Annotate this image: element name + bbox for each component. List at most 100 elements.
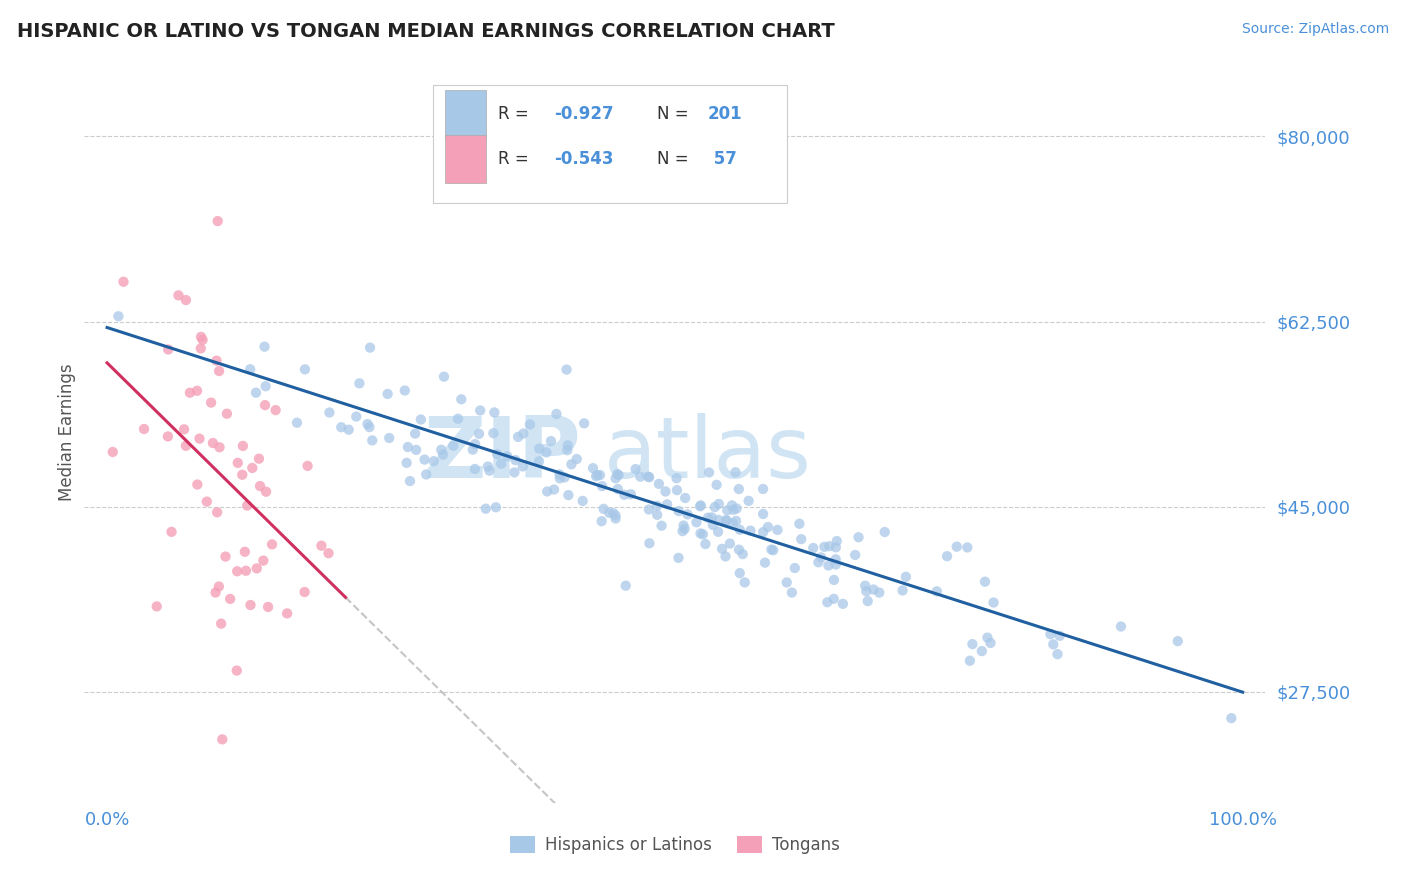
Text: 57: 57 [709, 150, 737, 168]
Point [945, 540, 967, 554]
Point [349, 376, 371, 391]
Point [737, 493, 759, 508]
Point [628, 469, 651, 483]
Point [651, 518, 673, 533]
Point [673, 522, 696, 536]
Point [200, 395, 222, 409]
Point [413, 452, 436, 467]
Point [832, 597, 855, 611]
Text: N =: N = [657, 150, 695, 168]
Point [721, 516, 744, 531]
Point [648, 476, 671, 491]
Point [718, 536, 741, 550]
Point [404, 426, 426, 441]
Point [605, 471, 627, 485]
Point [810, 550, 832, 565]
Point [231, 467, 253, 482]
Text: Source: ZipAtlas.com: Source: ZipAtlas.com [1241, 22, 1389, 37]
Point [668, 504, 690, 518]
Point [862, 582, 884, 597]
Point [246, 561, 269, 575]
Point [506, 430, 529, 444]
Point [815, 595, 838, 609]
Point [754, 556, 776, 570]
Point [725, 501, 748, 516]
Point [186, 477, 208, 491]
Point [461, 442, 484, 457]
Point [813, 540, 835, 554]
Point [654, 484, 676, 499]
FancyBboxPatch shape [444, 135, 486, 183]
Point [925, 584, 948, 599]
Point [433, 369, 456, 384]
Point [724, 465, 747, 479]
Point [232, 439, 254, 453]
Point [817, 558, 839, 573]
Point [936, 549, 959, 564]
Point [205, 353, 228, 368]
Point [536, 445, 558, 459]
Point [824, 552, 846, 566]
Point [157, 343, 180, 357]
Point [856, 594, 879, 608]
Point [132, 422, 155, 436]
Point [486, 447, 509, 461]
Point [727, 482, 749, 496]
Point [264, 403, 287, 417]
Point [294, 362, 316, 376]
Point [318, 546, 340, 560]
Point [557, 438, 579, 452]
Point [190, 330, 212, 344]
Point [700, 510, 723, 524]
Point [673, 491, 696, 505]
Point [201, 436, 224, 450]
Point [974, 574, 997, 589]
Point [478, 464, 501, 478]
Point [399, 474, 422, 488]
Text: -0.927: -0.927 [554, 105, 614, 123]
Point [503, 466, 526, 480]
Point [731, 547, 754, 561]
Point [692, 527, 714, 541]
Point [614, 579, 637, 593]
Point [337, 423, 360, 437]
Point [557, 443, 579, 458]
Point [605, 508, 627, 523]
Point [655, 497, 678, 511]
Point [789, 516, 811, 531]
Point [470, 403, 492, 417]
Point [728, 523, 751, 537]
Point [477, 459, 499, 474]
Point [605, 511, 627, 525]
Point [540, 434, 562, 448]
Point [1046, 647, 1069, 661]
Point [276, 607, 298, 621]
Point [101, 445, 124, 459]
Point [689, 526, 711, 541]
Point [1167, 634, 1189, 648]
Point [585, 469, 607, 483]
Point [239, 598, 262, 612]
Point [761, 542, 783, 557]
Point [598, 506, 620, 520]
Point [645, 508, 668, 522]
Point [716, 513, 738, 527]
FancyBboxPatch shape [444, 90, 486, 138]
Point [591, 514, 613, 528]
Point [703, 500, 725, 514]
Point [868, 585, 890, 599]
Point [377, 387, 399, 401]
Point [728, 566, 751, 581]
Point [464, 462, 486, 476]
Point [253, 340, 276, 354]
Point [728, 542, 751, 557]
Point [415, 467, 437, 482]
Point [260, 537, 283, 551]
Point [676, 508, 699, 522]
Point [711, 541, 734, 556]
Point [565, 452, 588, 467]
Point [394, 384, 416, 398]
Point [361, 434, 384, 448]
Point [723, 503, 745, 517]
Point [589, 468, 612, 483]
